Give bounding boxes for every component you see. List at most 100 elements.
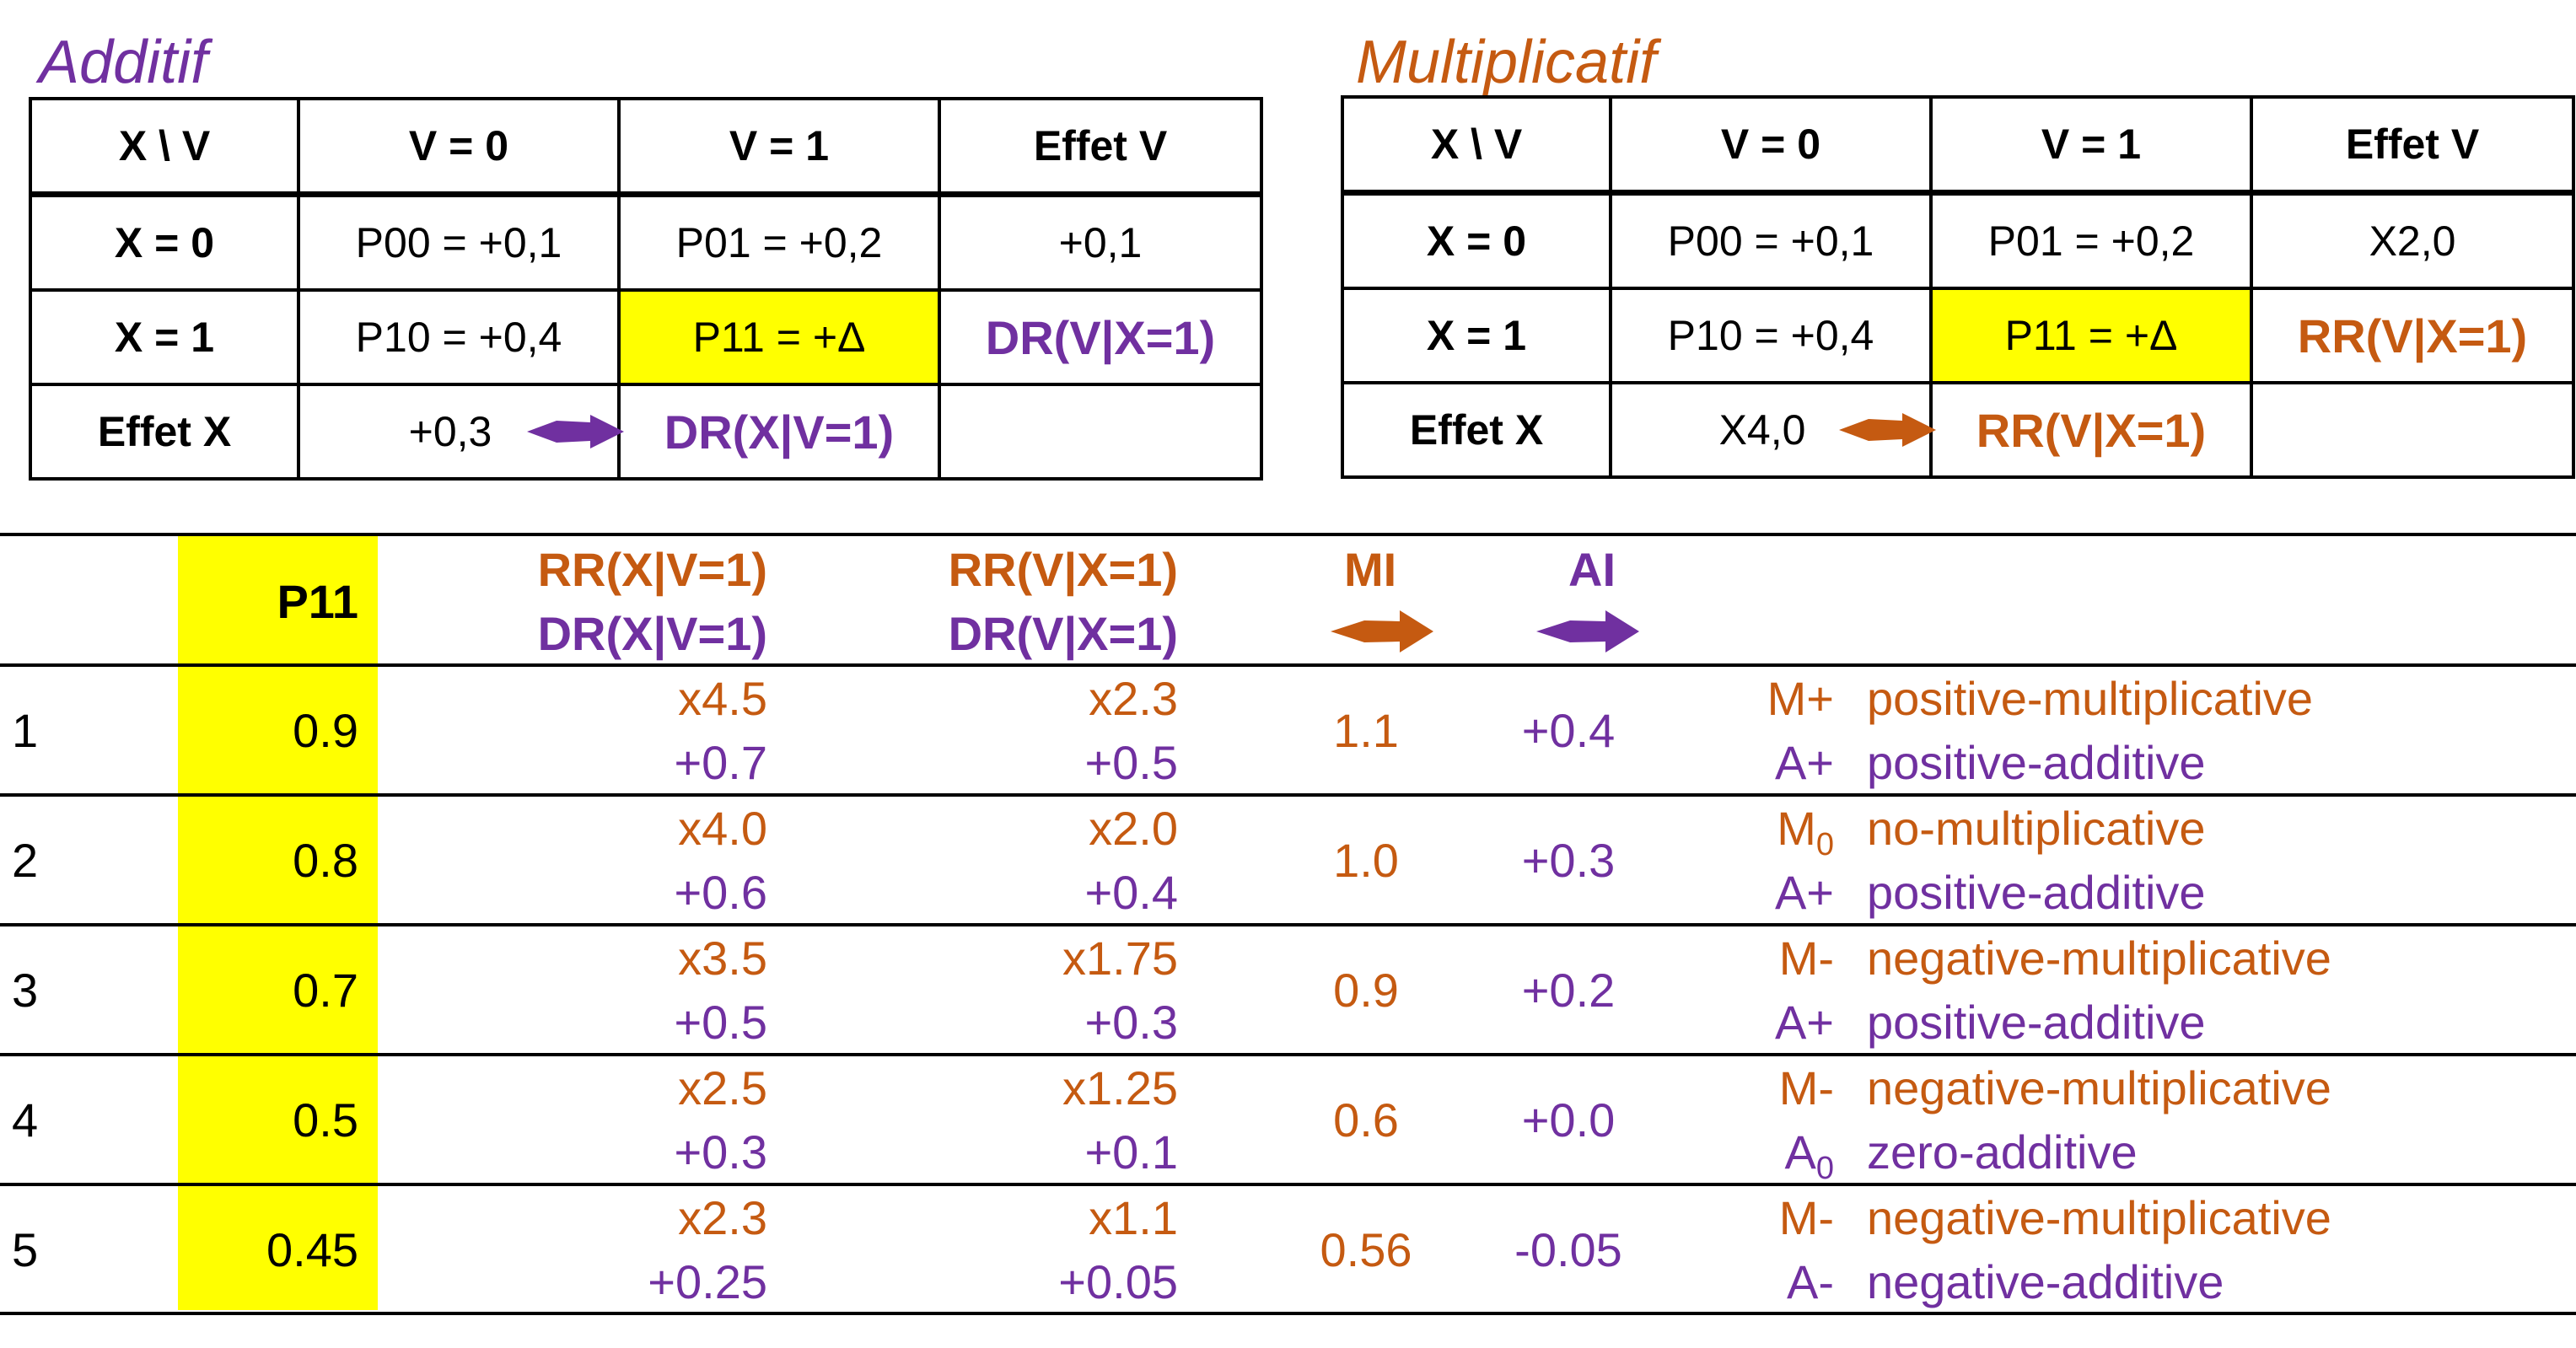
dr-v-header: DR(V|X=1) xyxy=(948,607,1178,660)
header-cell: X \ V xyxy=(29,97,300,197)
multiplicative-code: M0 xyxy=(1777,797,1834,877)
row-number: 5 xyxy=(12,1223,39,1276)
dr-v-value: +0.3 xyxy=(1084,996,1178,1049)
rr-v-value: x2.0 xyxy=(1089,802,1178,855)
rr-v-value: x2.3 xyxy=(1089,672,1178,725)
p11-value: 0.5 xyxy=(293,1093,358,1147)
dr-x-value: +0.5 xyxy=(674,996,767,1049)
dr-v-value: +0.05 xyxy=(1058,1255,1178,1308)
ai-value: +0.3 xyxy=(1521,834,1616,887)
table-cell: P00 = +0,1 xyxy=(1609,191,1933,290)
additive-label: negative-additive xyxy=(1867,1255,2224,1308)
additive-label: positive-additive xyxy=(1867,996,2206,1049)
multiplicative-label: no-multiplicative xyxy=(1867,802,2206,855)
code-text: M- xyxy=(1778,932,1834,985)
table-cell: P01 = +0,2 xyxy=(617,192,941,292)
divider xyxy=(0,923,2576,926)
code-text: M+ xyxy=(1767,672,1834,725)
dr-x-cell: DR(X|V=1) xyxy=(617,383,941,481)
effet-x-value: X4,0 xyxy=(1718,406,1806,454)
table-cell: +0,1 xyxy=(938,192,1263,292)
row-header: X = 0 xyxy=(29,192,300,292)
p11-header: P11 xyxy=(277,575,358,628)
multiplicative-code: M+ xyxy=(1767,667,1834,747)
p11-column-highlight xyxy=(178,534,378,1310)
additive-label: positive-additive xyxy=(1867,736,2206,789)
header-cell: Effet V xyxy=(2250,95,2575,196)
dr-v-value: +0.1 xyxy=(1084,1125,1178,1179)
table-cell: X2,0 xyxy=(2250,191,2575,290)
additif-table: X \ V V = 0 V = 1 Effet V X = 0 P00 = +0… xyxy=(29,97,1263,481)
row-header: X = 1 xyxy=(1341,287,1612,384)
rr-x-value: x3.5 xyxy=(678,932,767,985)
row-header: Effet X xyxy=(1341,381,1612,479)
arrow-right-icon xyxy=(1536,610,1639,653)
row-number: 2 xyxy=(12,834,39,887)
rr-x-cell: RR(V|X=1) xyxy=(1929,381,2253,479)
multiplicative-label: negative-multiplicative xyxy=(1867,1061,2331,1114)
ai-value: +0.4 xyxy=(1521,704,1616,757)
mi-header: MI xyxy=(1344,543,1397,596)
ai-value: +0.0 xyxy=(1521,1093,1616,1147)
multiplicatif-row-x0: X = 0 P00 = +0,1 P01 = +0,2 X2,0 xyxy=(1341,191,2575,290)
row-number: 4 xyxy=(12,1093,39,1147)
multiplicative-label: positive-multiplicative xyxy=(1867,672,2314,725)
p11-value: 0.45 xyxy=(266,1223,358,1276)
divider xyxy=(0,533,2576,536)
arrow-right-icon xyxy=(527,415,624,448)
effet-x-value: +0,3 xyxy=(408,408,492,455)
mi-value: 0.56 xyxy=(1320,1223,1412,1276)
ai-value: -0.05 xyxy=(1514,1223,1622,1276)
p11-cell: P11 = +Δ xyxy=(1929,287,2253,384)
additive-code: A0 xyxy=(1785,1120,1835,1200)
rr-x-value: x4.5 xyxy=(678,672,767,725)
mi-value: 0.9 xyxy=(1333,964,1399,1017)
arrow-right-icon xyxy=(1839,413,1936,447)
p11-value: 0.9 xyxy=(293,704,358,757)
code-text: A- xyxy=(1787,1255,1834,1308)
dr-x-value: +0.6 xyxy=(674,866,767,919)
header-cell: V = 0 xyxy=(297,97,621,197)
code-text: M xyxy=(1777,802,1816,855)
header-cell: X \ V xyxy=(1341,95,1612,196)
code-text: M- xyxy=(1778,1061,1834,1114)
additif-row-x0: X = 0 P00 = +0,1 P01 = +0,2 +0,1 xyxy=(29,192,1263,292)
multiplicative-code: M- xyxy=(1779,1186,1834,1266)
multiplicatif-table: X \ V V = 0 V = 1 Effet V X = 0 P00 = +0… xyxy=(1341,95,2575,479)
row-number: 3 xyxy=(12,964,39,1017)
header-cell: V = 1 xyxy=(617,97,941,197)
rr-x-value: x2.3 xyxy=(678,1191,767,1244)
divider xyxy=(0,1312,2576,1315)
rr-x-header: RR(X|V=1) xyxy=(537,543,767,596)
code-text: M- xyxy=(1778,1191,1834,1244)
dr-x-value: +0.7 xyxy=(674,736,767,789)
mi-value: 1.0 xyxy=(1333,834,1399,887)
p11-value: 0.8 xyxy=(293,834,358,887)
ai-value: +0.2 xyxy=(1521,964,1616,1017)
additive-label: zero-additive xyxy=(1867,1125,2138,1179)
row-number: 1 xyxy=(12,704,39,757)
header-cell: V = 0 xyxy=(1609,95,1933,196)
rr-x-value: x2.5 xyxy=(678,1061,767,1114)
rr-v-cell: RR(V|X=1) xyxy=(2250,287,2575,384)
mi-value: 1.1 xyxy=(1333,704,1399,757)
row-header: X = 1 xyxy=(29,288,300,386)
table-cell xyxy=(938,383,1263,481)
rr-v-value: x1.75 xyxy=(1062,932,1178,985)
header-cell: V = 1 xyxy=(1929,95,2253,196)
table-cell xyxy=(2250,381,2575,479)
p11-cell: P11 = +Δ xyxy=(617,288,941,386)
dr-v-cell: DR(V|X=1) xyxy=(938,288,1263,386)
table-cell: P10 = +0,4 xyxy=(297,288,621,386)
additif-title: Additif xyxy=(39,29,208,96)
rr-v-value: x1.1 xyxy=(1089,1191,1178,1244)
divider xyxy=(0,1183,2576,1186)
header-cell: Effet V xyxy=(938,97,1263,197)
row-header: Effet X xyxy=(29,383,300,481)
code-text: A+ xyxy=(1774,866,1834,919)
code-subscript: 0 xyxy=(1815,1151,1834,1187)
dr-v-value: +0.4 xyxy=(1084,866,1178,919)
divider xyxy=(0,663,2576,667)
table-cell: P00 = +0,1 xyxy=(297,192,621,292)
multiplicative-label: negative-multiplicative xyxy=(1867,1191,2331,1244)
